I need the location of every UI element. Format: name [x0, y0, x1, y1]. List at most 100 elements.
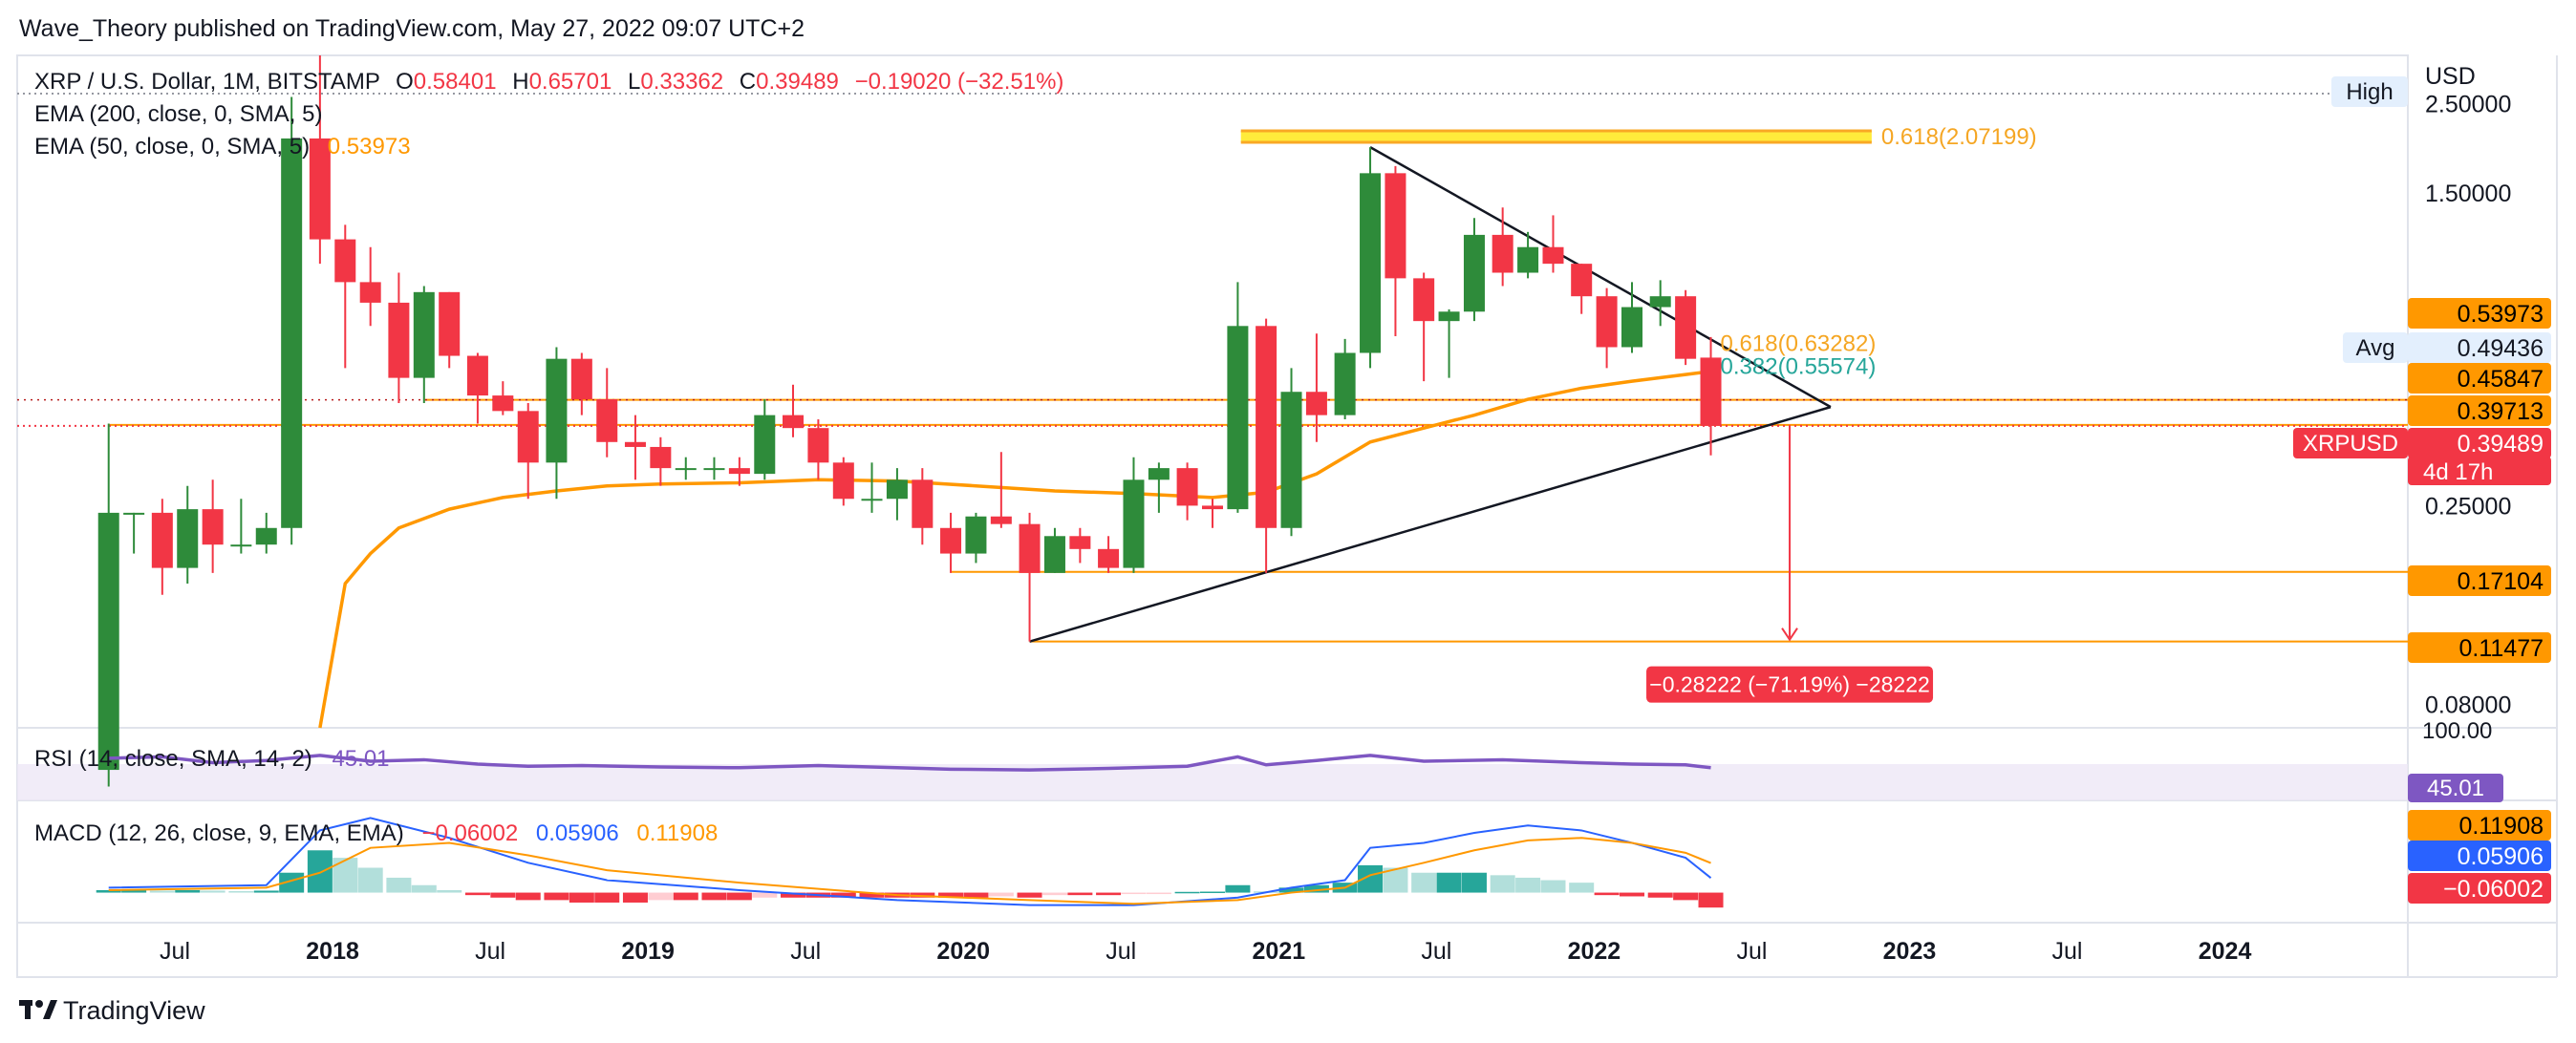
time-tick-10: Jul: [1736, 938, 1767, 965]
candle-34[interactable]: [990, 452, 1012, 528]
candle-6[interactable]: [255, 512, 277, 554]
candle-40[interactable]: [1148, 462, 1170, 513]
candle-32[interactable]: [940, 512, 962, 573]
candle-59[interactable]: [1649, 280, 1671, 327]
time-tick-9: 2022: [1568, 938, 1621, 965]
candle-7[interactable]: [281, 96, 303, 545]
candle-27[interactable]: [807, 419, 829, 480]
candle-29[interactable]: [861, 462, 883, 513]
candle-8[interactable]: [309, 55, 331, 265]
candle-17[interactable]: [546, 347, 568, 500]
candle-2[interactable]: [151, 499, 173, 595]
candle-10[interactable]: [359, 246, 381, 327]
candle-39[interactable]: [1123, 457, 1145, 573]
countdown-badge: [2408, 457, 2551, 485]
candle-26[interactable]: [782, 384, 804, 437]
candle-30[interactable]: [886, 468, 908, 521]
candle-60[interactable]: [1675, 289, 1697, 366]
candle-28[interactable]: [832, 457, 854, 506]
candle-44[interactable]: [1256, 318, 1277, 573]
triangle-upper-line[interactable]: [1369, 146, 1832, 409]
candle-49[interactable]: [1385, 165, 1406, 337]
candle-42[interactable]: [1202, 499, 1223, 528]
candle-3[interactable]: [177, 485, 199, 584]
candle-5[interactable]: [230, 499, 252, 554]
candle-51[interactable]: [1438, 309, 1460, 378]
candle-11[interactable]: [388, 272, 410, 404]
candle-16[interactable]: [517, 403, 539, 500]
candle-33[interactable]: [965, 512, 987, 564]
time-axis[interactable]: Jul 2018 Jul 2019 Jul 2020 Jul 2021 Jul 2022 Jul 20…: [160, 938, 2251, 965]
fib-label-fib_618: 0.618(0.63282): [1721, 331, 1877, 357]
legend-close: 0.39489: [756, 69, 839, 95]
candle-23[interactable]: [703, 457, 725, 480]
candle-57[interactable]: [1596, 287, 1618, 369]
candle-body: [1675, 296, 1697, 359]
candle-13[interactable]: [439, 291, 461, 369]
macd-hist-bar-57: [1594, 892, 1620, 896]
candles-group[interactable]: [97, 55, 1722, 787]
candle-24[interactable]: [728, 457, 750, 486]
candle-21[interactable]: [650, 436, 672, 486]
candle-0[interactable]: [97, 423, 119, 787]
candle-19[interactable]: [596, 368, 618, 458]
candle-37[interactable]: [1069, 527, 1091, 564]
rsi-top-tick: 100.00: [2422, 718, 2492, 744]
candle-1[interactable]: [123, 512, 145, 554]
candle-53[interactable]: [1492, 207, 1513, 287]
macd-signal-line: [108, 837, 1711, 905]
candle-31[interactable]: [912, 468, 934, 545]
candle-4[interactable]: [202, 479, 224, 573]
candle-20[interactable]: [624, 415, 646, 480]
macd-hist-bar-54: [1515, 877, 1541, 893]
triangle-lower-line[interactable]: [1029, 405, 1832, 643]
candle-50[interactable]: [1413, 272, 1435, 382]
candle-body: [1019, 523, 1041, 573]
price-badge-text-6: 0.11477: [2458, 635, 2544, 662]
candle-body: [886, 479, 908, 500]
candle-body: [807, 428, 829, 463]
legend-change: −0.19020 (−32.51%): [855, 69, 1064, 95]
candle-36[interactable]: [1043, 527, 1065, 573]
logo-slash-icon: [43, 1000, 57, 1019]
candle-body: [281, 138, 303, 528]
candle-38[interactable]: [1098, 536, 1120, 573]
macd-hist-bar-51: [1436, 872, 1462, 893]
candle-48[interactable]: [1360, 147, 1382, 369]
legend-high-label: H: [512, 69, 528, 95]
candle-46[interactable]: [1305, 333, 1327, 442]
tradingview-logo[interactable]: TradingView: [19, 996, 205, 1025]
candle-52[interactable]: [1463, 218, 1485, 322]
candle-61[interactable]: [1700, 336, 1722, 456]
candle-body: [1360, 173, 1382, 353]
candle-55[interactable]: [1542, 215, 1564, 273]
measure-arrow-head-icon: [1781, 628, 1798, 642]
candle-12[interactable]: [413, 286, 435, 404]
candle-43[interactable]: [1227, 282, 1249, 513]
candle-15[interactable]: [492, 381, 514, 415]
candle-35[interactable]: [1019, 512, 1041, 642]
legend-open: 0.58401: [414, 69, 497, 95]
symbol-tag-label: XRPUSD: [2303, 431, 2398, 457]
time-tick-5: 2020: [936, 938, 990, 965]
macd-hist-bar-4: [200, 890, 225, 893]
candle-56[interactable]: [1571, 264, 1593, 314]
candle-14[interactable]: [466, 352, 488, 424]
candle-22[interactable]: [675, 457, 697, 480]
candle-body: [624, 441, 646, 447]
candle-58[interactable]: [1621, 282, 1643, 353]
triangle-pattern[interactable]: [1029, 146, 1832, 643]
candle-18[interactable]: [570, 352, 592, 415]
candle-47[interactable]: [1334, 338, 1356, 420]
candle-54[interactable]: [1517, 231, 1539, 279]
candle-body: [675, 468, 697, 471]
legend-ema50-row: EMA (50, close, 0, SMA, 5) 0.53973: [34, 134, 411, 160]
logo-dot-icon: [35, 1000, 43, 1008]
candle-25[interactable]: [754, 399, 776, 480]
candle-body: [466, 355, 488, 396]
candle-45[interactable]: [1280, 368, 1302, 537]
candle-41[interactable]: [1176, 462, 1198, 521]
candle-9[interactable]: [334, 224, 356, 369]
